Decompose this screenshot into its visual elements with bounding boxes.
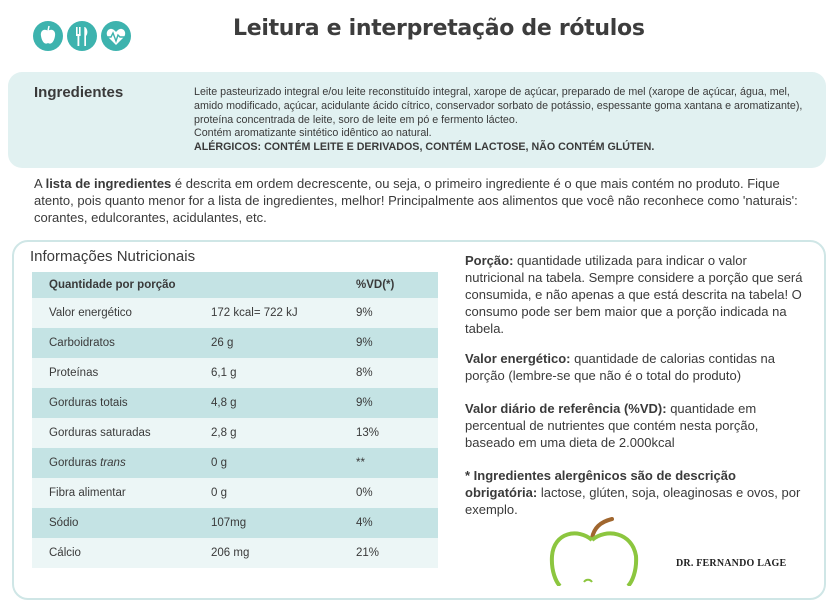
aroma-note: Contém aromatizante sintético idêntico a… bbox=[194, 127, 432, 140]
nutrition-row: Gorduras saturadas 2,8 g 13% bbox=[32, 418, 438, 448]
ingredients-list: Leite pasteurizado integral e/ou leite r… bbox=[194, 86, 803, 126]
nutrition-table-header: Quantidade por porção %VD(*) bbox=[32, 272, 438, 298]
nutrient-name-italic: trans bbox=[100, 457, 126, 469]
explanation-bold: lista de ingredientes bbox=[45, 176, 172, 191]
nutrient-name: Fibra alimentar bbox=[32, 478, 211, 508]
nutrition-row: Valor energético 172 kcal= 722 kJ 9% bbox=[32, 298, 438, 328]
note-valor-energetico: Valor energético: quantidade de calorias… bbox=[465, 350, 807, 384]
nutrient-quantity: 2,8 g bbox=[211, 418, 356, 448]
nutrient-name: Gorduras saturadas bbox=[32, 418, 211, 448]
nutrient-name: Proteínas bbox=[32, 358, 211, 388]
nutrient-name: Valor energético bbox=[32, 298, 211, 328]
nutrition-row: Sódio 107mg 4% bbox=[32, 508, 438, 538]
apple-outline-icon bbox=[549, 517, 639, 586]
note-alergenicos-term: * Ingredientes alergênicos são de descri… bbox=[465, 468, 736, 500]
note-energetico-text: quantidade de calorias contidas na porçã… bbox=[465, 351, 776, 383]
ingredients-panel bbox=[8, 72, 826, 168]
nutrient-name-text: Gorduras totais bbox=[49, 397, 128, 409]
nutrition-row: Carboidratos 26 g 9% bbox=[32, 328, 438, 358]
nutrition-row: Proteínas 6,1 g 8% bbox=[32, 358, 438, 388]
nutrition-row: Fibra alimentar 0 g 0% bbox=[32, 478, 438, 508]
nutrient-quantity: 0 g bbox=[211, 478, 356, 508]
cutlery-icon bbox=[67, 21, 97, 51]
nutrient-vd: 9% bbox=[356, 388, 438, 418]
explanation-pre: A bbox=[34, 176, 46, 191]
nutrient-quantity: 0 g bbox=[211, 448, 356, 478]
nutrient-name-text: Fibra alimentar bbox=[49, 487, 126, 499]
nutrient-vd: 13% bbox=[356, 418, 438, 448]
ingredients-label: Ingredientes bbox=[34, 84, 124, 101]
nutrient-name: Cálcio bbox=[32, 538, 211, 568]
nutrient-vd: ** bbox=[356, 448, 438, 478]
header-quantity: Quantidade por porção bbox=[32, 272, 211, 298]
nutrient-quantity: 107mg bbox=[211, 508, 356, 538]
nutrient-vd: 9% bbox=[356, 298, 438, 328]
nutrient-name-text: Carboidratos bbox=[49, 337, 115, 349]
nutrient-quantity: 4,8 g bbox=[211, 388, 356, 418]
nutrient-vd: 0% bbox=[356, 478, 438, 508]
nutrient-vd: 21% bbox=[356, 538, 438, 568]
nutrient-name-text: Cálcio bbox=[49, 547, 81, 559]
note-alergenicos-text: lactose, glúten, soja, oleaginosas e ovo… bbox=[465, 485, 801, 517]
logo bbox=[33, 21, 131, 51]
ingredients-text-block: Leite pasteurizado integral e/ou leite r… bbox=[194, 86, 812, 155]
apple-icon bbox=[33, 21, 63, 51]
note-porcao-text: quantidade utilizada para indicar o valo… bbox=[465, 253, 803, 336]
nutrient-name: Gorduras trans bbox=[32, 448, 211, 478]
nutrient-name: Carboidratos bbox=[32, 328, 211, 358]
nutrient-quantity: 6,1 g bbox=[211, 358, 356, 388]
heart-pulse-icon bbox=[101, 21, 131, 51]
nutrient-name: Gorduras totais bbox=[32, 388, 211, 418]
nutrition-row: Cálcio 206 mg 21% bbox=[32, 538, 438, 568]
author-signature: DR. FERNANDO LAGE bbox=[676, 558, 787, 569]
nutrition-table: Quantidade por porção %VD(*) Valor energ… bbox=[32, 272, 438, 568]
nutrient-name-text: Proteínas bbox=[49, 367, 99, 379]
page-title: Leitura e interpretação de rótulos bbox=[233, 16, 645, 41]
nutrient-name-text: Valor energético bbox=[49, 307, 132, 319]
explanation-post: é descrita em ordem decrescente, ou seja… bbox=[34, 176, 798, 225]
nutrition-row: Gorduras totais 4,8 g 9% bbox=[32, 388, 438, 418]
note-vd-term: Valor diário de referência (%VD): bbox=[465, 401, 667, 416]
nutrition-row: Gorduras trans 0 g ** bbox=[32, 448, 438, 478]
allergens-statement: ALÉRGICOS: CONTÉM LEITE E DERIVADOS, CON… bbox=[194, 141, 655, 154]
nutrient-name-text: Sódio bbox=[49, 517, 79, 529]
note-porcao: Porção: quantidade utilizada para indica… bbox=[465, 252, 807, 337]
note-vd-text: quantidade em percentual de nutrientes q… bbox=[465, 401, 759, 450]
nutrient-name: Sódio bbox=[32, 508, 211, 538]
nutrition-title: Informações Nutricionais bbox=[30, 248, 196, 265]
note-energetico-term: Valor energético: bbox=[465, 351, 571, 366]
header-amount bbox=[211, 272, 356, 298]
nutrient-name-text: Gorduras bbox=[49, 457, 101, 469]
header-vd: %VD(*) bbox=[356, 272, 438, 298]
nutrient-quantity: 26 g bbox=[211, 328, 356, 358]
ingredients-explanation: A lista de ingredientes é descrita em or… bbox=[34, 175, 814, 226]
nutrient-vd: 8% bbox=[356, 358, 438, 388]
nutrient-vd: 9% bbox=[356, 328, 438, 358]
nutrient-quantity: 206 mg bbox=[211, 538, 356, 568]
note-porcao-term: Porção: bbox=[465, 253, 514, 268]
note-alergenicos: * Ingredientes alergênicos são de descri… bbox=[465, 467, 807, 518]
nutrient-vd: 4% bbox=[356, 508, 438, 538]
note-valor-diario: Valor diário de referência (%VD): quanti… bbox=[465, 400, 807, 451]
nutrient-quantity: 172 kcal= 722 kJ bbox=[211, 298, 356, 328]
nutrient-name-text: Gorduras saturadas bbox=[49, 427, 151, 439]
